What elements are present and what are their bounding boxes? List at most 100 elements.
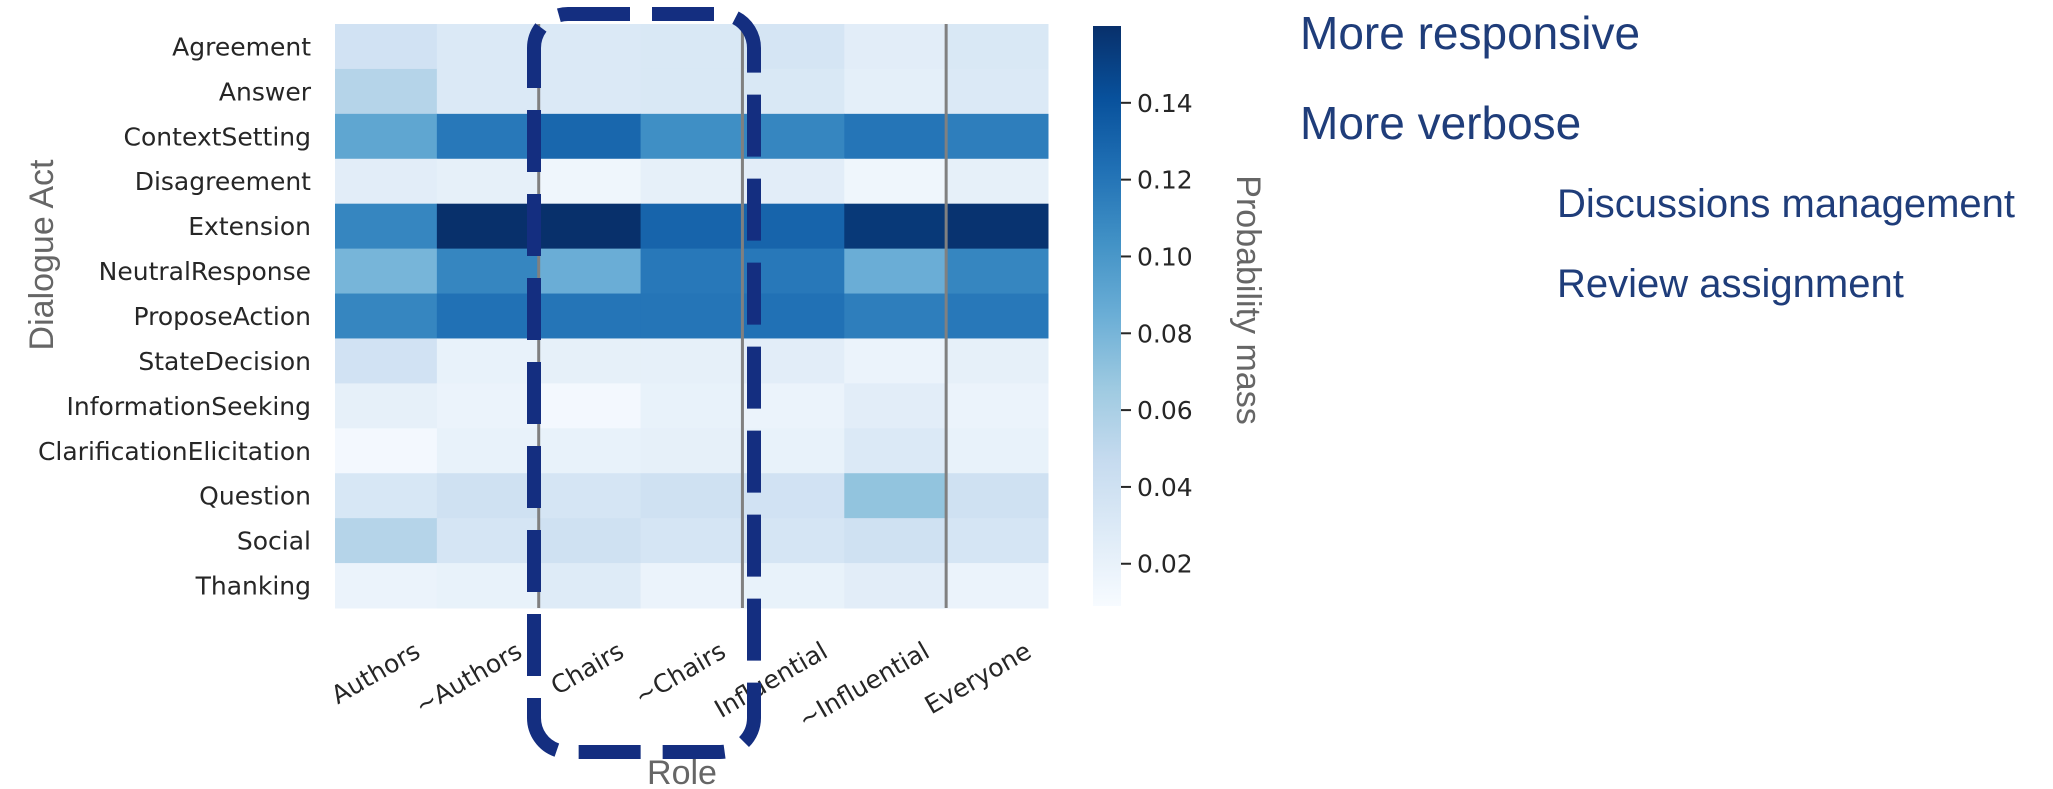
heatmap-cell <box>335 113 438 160</box>
heatmap-cell <box>844 473 947 519</box>
heatmap-cell <box>335 563 438 609</box>
colorbar-label: Probability mass <box>1229 175 1267 424</box>
heatmap-cell <box>844 248 947 295</box>
heatmap-cell <box>436 383 540 429</box>
heatmap-cell <box>436 158 540 205</box>
colorbar-tick-label: 0.12 <box>1137 166 1193 195</box>
annotation-discussions-management: Discussions management <box>1557 182 2015 226</box>
heatmap-cell <box>844 563 947 609</box>
heatmap-cell <box>436 338 540 384</box>
heatmap-cell <box>538 68 642 115</box>
heatmap-cell <box>946 428 1049 474</box>
heatmap-cell <box>436 563 540 609</box>
colorbar-tick-label: 0.02 <box>1137 550 1193 579</box>
heatmap-cell <box>538 248 642 295</box>
heatmap-cell <box>640 473 743 519</box>
heatmap-cell <box>640 113 743 160</box>
heatmap-cell <box>538 473 642 519</box>
x-tick-labels: Authors~Authors Chairs ~ChairsInfluential~… <box>326 636 1036 734</box>
heatmap-cell <box>844 68 947 115</box>
heatmap-cell <box>640 158 743 205</box>
colorbar-tick-label: 0.08 <box>1137 319 1193 348</box>
y-tick-label: Disagreement <box>135 167 311 196</box>
heatmap-cell <box>946 248 1049 295</box>
heatmap-cell <box>538 428 642 474</box>
heatmap-cell <box>946 68 1049 115</box>
y-tick-label: NeutralResponse <box>99 257 311 286</box>
heatmap-cell <box>538 293 642 339</box>
heatmap-cell <box>946 473 1049 519</box>
heatmap-cell <box>946 383 1049 429</box>
heatmap-cell <box>436 24 540 70</box>
y-tick-label: StateDecision <box>138 347 311 376</box>
y-tick-label: ClarificationElicitation <box>38 437 311 466</box>
y-tick-label: ProposeAction <box>133 302 311 331</box>
heatmap-cell <box>436 293 540 339</box>
heatmap-cells <box>335 24 1049 609</box>
y-tick-label: ContextSetting <box>124 122 311 151</box>
heatmap-cell <box>335 24 438 70</box>
heatmap-cell <box>335 248 438 295</box>
heatmap-cell <box>640 563 743 609</box>
heatmap-cell <box>538 203 642 250</box>
colorbar-tick-label: 0.06 <box>1137 396 1193 425</box>
colorbar-tick-label: 0.10 <box>1137 242 1193 271</box>
heatmap-cell <box>538 518 642 564</box>
heatmap-cell <box>640 518 743 564</box>
heatmap-cell <box>844 383 947 429</box>
heatmap-cell <box>335 68 438 115</box>
x-tick-label: Everyone <box>920 636 1036 720</box>
x-tick-label: ~Authors <box>410 636 527 720</box>
y-tick-label: Thanking <box>195 572 311 601</box>
heatmap-cell <box>335 158 438 205</box>
y-tick-label: Social <box>237 527 311 556</box>
heatmap-cell <box>844 203 947 250</box>
colorbar <box>1093 26 1121 606</box>
heatmap-cell <box>946 293 1049 339</box>
x-axis-label: Role <box>647 754 717 789</box>
x-tick-label: Chairs <box>546 636 629 701</box>
heatmap-cell <box>640 24 743 70</box>
y-tick-label: Answer <box>219 77 312 106</box>
annotation-more-responsive: More responsive <box>1300 7 1641 59</box>
heatmap-cell <box>538 113 642 160</box>
heatmap-cell <box>640 248 743 295</box>
heatmap-cell <box>335 293 438 339</box>
highlight-box <box>527 7 761 759</box>
heatmap-cell <box>335 383 438 429</box>
colorbar-ticks: 0.02 0.04 0.06 0.08 0.10 0.12 0.14 <box>1121 89 1193 579</box>
y-tick-label: Extension <box>188 212 311 241</box>
annotation-more-verbose: More verbose <box>1300 97 1582 149</box>
heatmap-cell <box>946 203 1049 250</box>
heatmap-cell <box>946 338 1049 384</box>
heatmap-cell <box>335 203 438 250</box>
y-tick-labels: Agreement Answer ContextSetting Disagreemen… <box>38 32 312 600</box>
heatmap-cell <box>538 158 642 205</box>
colorbar-tick-label: 0.04 <box>1137 473 1193 502</box>
heatmap-cell <box>436 113 540 160</box>
heatmap-cell <box>946 113 1049 160</box>
heatmap-cell <box>538 24 642 70</box>
heatmap-cell <box>946 518 1049 564</box>
heatmap-cell <box>538 563 642 609</box>
heatmap-cell <box>640 293 743 339</box>
heatmap-cell <box>335 428 438 474</box>
annotation-review-assignment: Review assignment <box>1557 262 1904 306</box>
heatmap-cell <box>844 293 947 339</box>
heatmap-cell <box>640 428 743 474</box>
heatmap-cell <box>946 563 1049 609</box>
heatmap-cell <box>436 68 540 115</box>
heatmap-cell <box>538 338 642 384</box>
heatmap-cell <box>436 428 540 474</box>
heatmap-cell <box>335 338 438 384</box>
colorbar-tick-label: 0.14 <box>1137 89 1193 118</box>
heatmap-cell <box>844 158 947 205</box>
y-tick-label: InformationSeeking <box>67 392 311 421</box>
heatmap-cell <box>844 518 947 564</box>
y-axis-label: Dialogue Act <box>23 159 61 350</box>
heatmap-cell <box>538 383 642 429</box>
heatmap-cell <box>436 518 540 564</box>
y-tick-label: Question <box>199 482 311 511</box>
heatmap-cell <box>640 338 743 384</box>
heatmap-cell <box>335 518 438 564</box>
